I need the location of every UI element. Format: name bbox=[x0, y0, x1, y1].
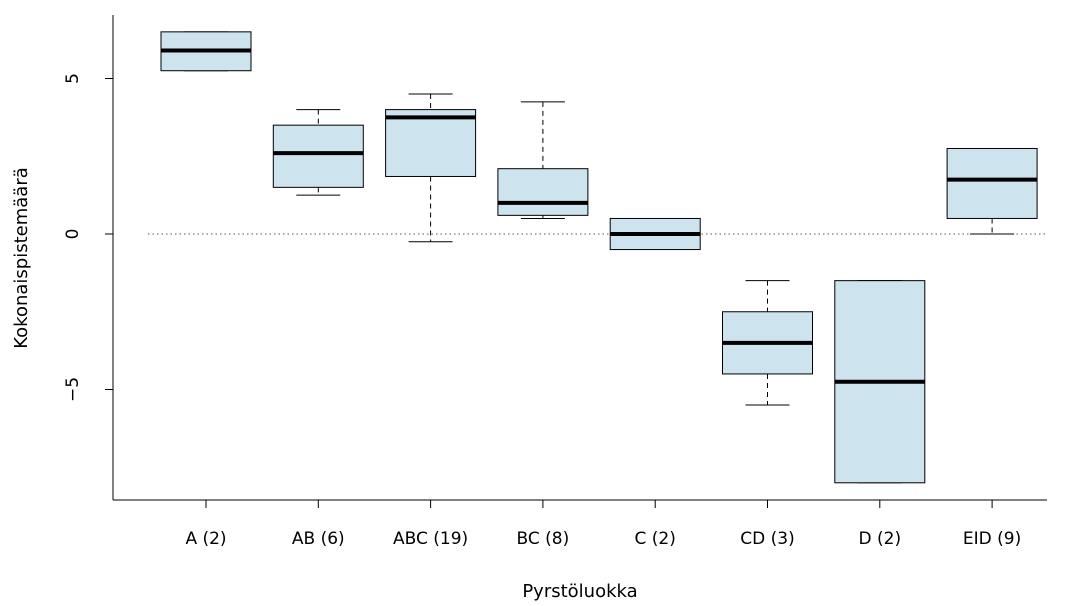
plot-area bbox=[148, 31, 1047, 484]
x-tick-label: CD (3) bbox=[740, 529, 794, 549]
x-tick-label: BC (8) bbox=[517, 529, 570, 549]
x-tick-label: A (2) bbox=[185, 529, 226, 549]
box-3 bbox=[385, 93, 477, 243]
x-tick-label: C (2) bbox=[635, 529, 676, 549]
iqr-box bbox=[946, 147, 1038, 219]
iqr-box bbox=[385, 109, 477, 177]
box-2 bbox=[272, 109, 364, 196]
x-tick-label: AB (6) bbox=[292, 529, 345, 549]
x-tick-label: ABC (19) bbox=[393, 529, 468, 549]
x-axis-title: Pyrstöluokka bbox=[522, 581, 637, 602]
y-tick-label: 0 bbox=[63, 229, 83, 240]
iqr-box bbox=[497, 168, 589, 216]
y-tick-label: −5 bbox=[63, 377, 83, 402]
iqr-box bbox=[272, 124, 364, 188]
axes: A (2) AB (6) ABC (19) BC (8) C (2) CD (3) D (2… bbox=[63, 15, 1047, 549]
x-tick-label: D (2) bbox=[859, 529, 902, 549]
y-axis-title: Kokonaispistemäärä bbox=[11, 167, 32, 349]
box-8 bbox=[946, 147, 1038, 235]
box-4 bbox=[497, 101, 589, 219]
y-tick-label: 5 bbox=[63, 73, 83, 84]
box-6 bbox=[722, 280, 813, 406]
x-tick-label: EID (9) bbox=[963, 529, 1021, 549]
box-1 bbox=[160, 31, 252, 72]
box-5 bbox=[609, 217, 701, 251]
box-7 bbox=[834, 280, 926, 484]
